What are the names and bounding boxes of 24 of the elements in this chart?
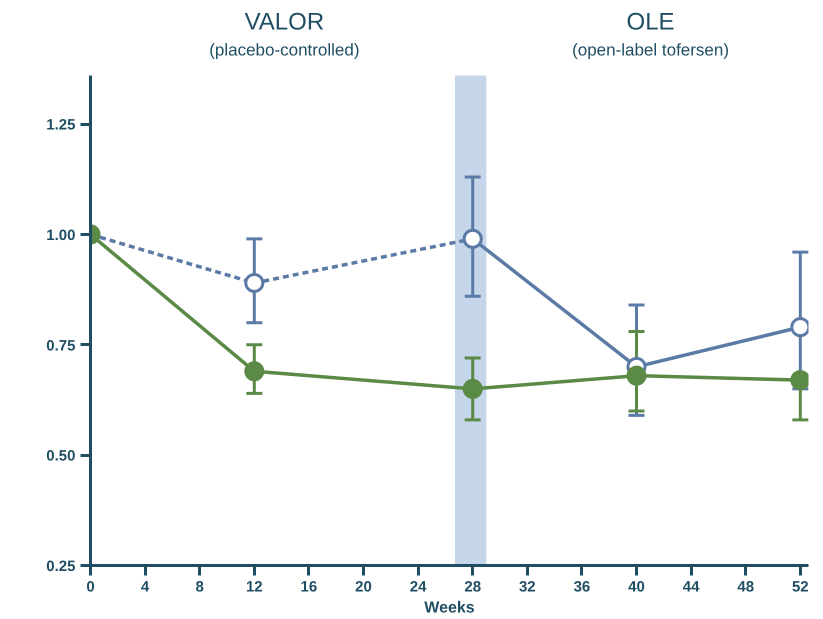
x-tick-label: 20	[355, 578, 372, 596]
x-tick-label: 32	[518, 578, 536, 596]
y-tick-label: 1.25	[46, 116, 76, 134]
x-tick-label: 48	[737, 578, 754, 596]
x-tick-label: 4	[140, 578, 150, 596]
y-tick-label: 0.75	[46, 337, 76, 354]
x-tick-label: 52	[792, 578, 809, 596]
x-tick-label: 28	[464, 578, 482, 596]
x-axis-title: Weeks	[424, 600, 475, 616]
text: OLE	[626, 8, 675, 36]
x-tick-label: 16	[300, 578, 318, 596]
x-tick-label: 44	[682, 578, 700, 596]
x-tick-label: 8	[196, 578, 204, 596]
y-tick-label: 1.00	[46, 226, 76, 244]
x-tick-label: 0	[86, 578, 95, 596]
y-tick-label: 0.25	[46, 558, 76, 575]
x-tick-label: 36	[574, 578, 590, 596]
x-tick-label: 40	[628, 578, 645, 596]
text: VALOR	[244, 8, 324, 36]
text: (open-label tofersen)	[572, 40, 729, 60]
text: (placebo-controlled)	[209, 40, 360, 60]
x-tick-label: 12	[246, 578, 263, 596]
y-tick-label: 0.50	[46, 448, 76, 465]
x-tick-label: 24	[410, 578, 428, 596]
